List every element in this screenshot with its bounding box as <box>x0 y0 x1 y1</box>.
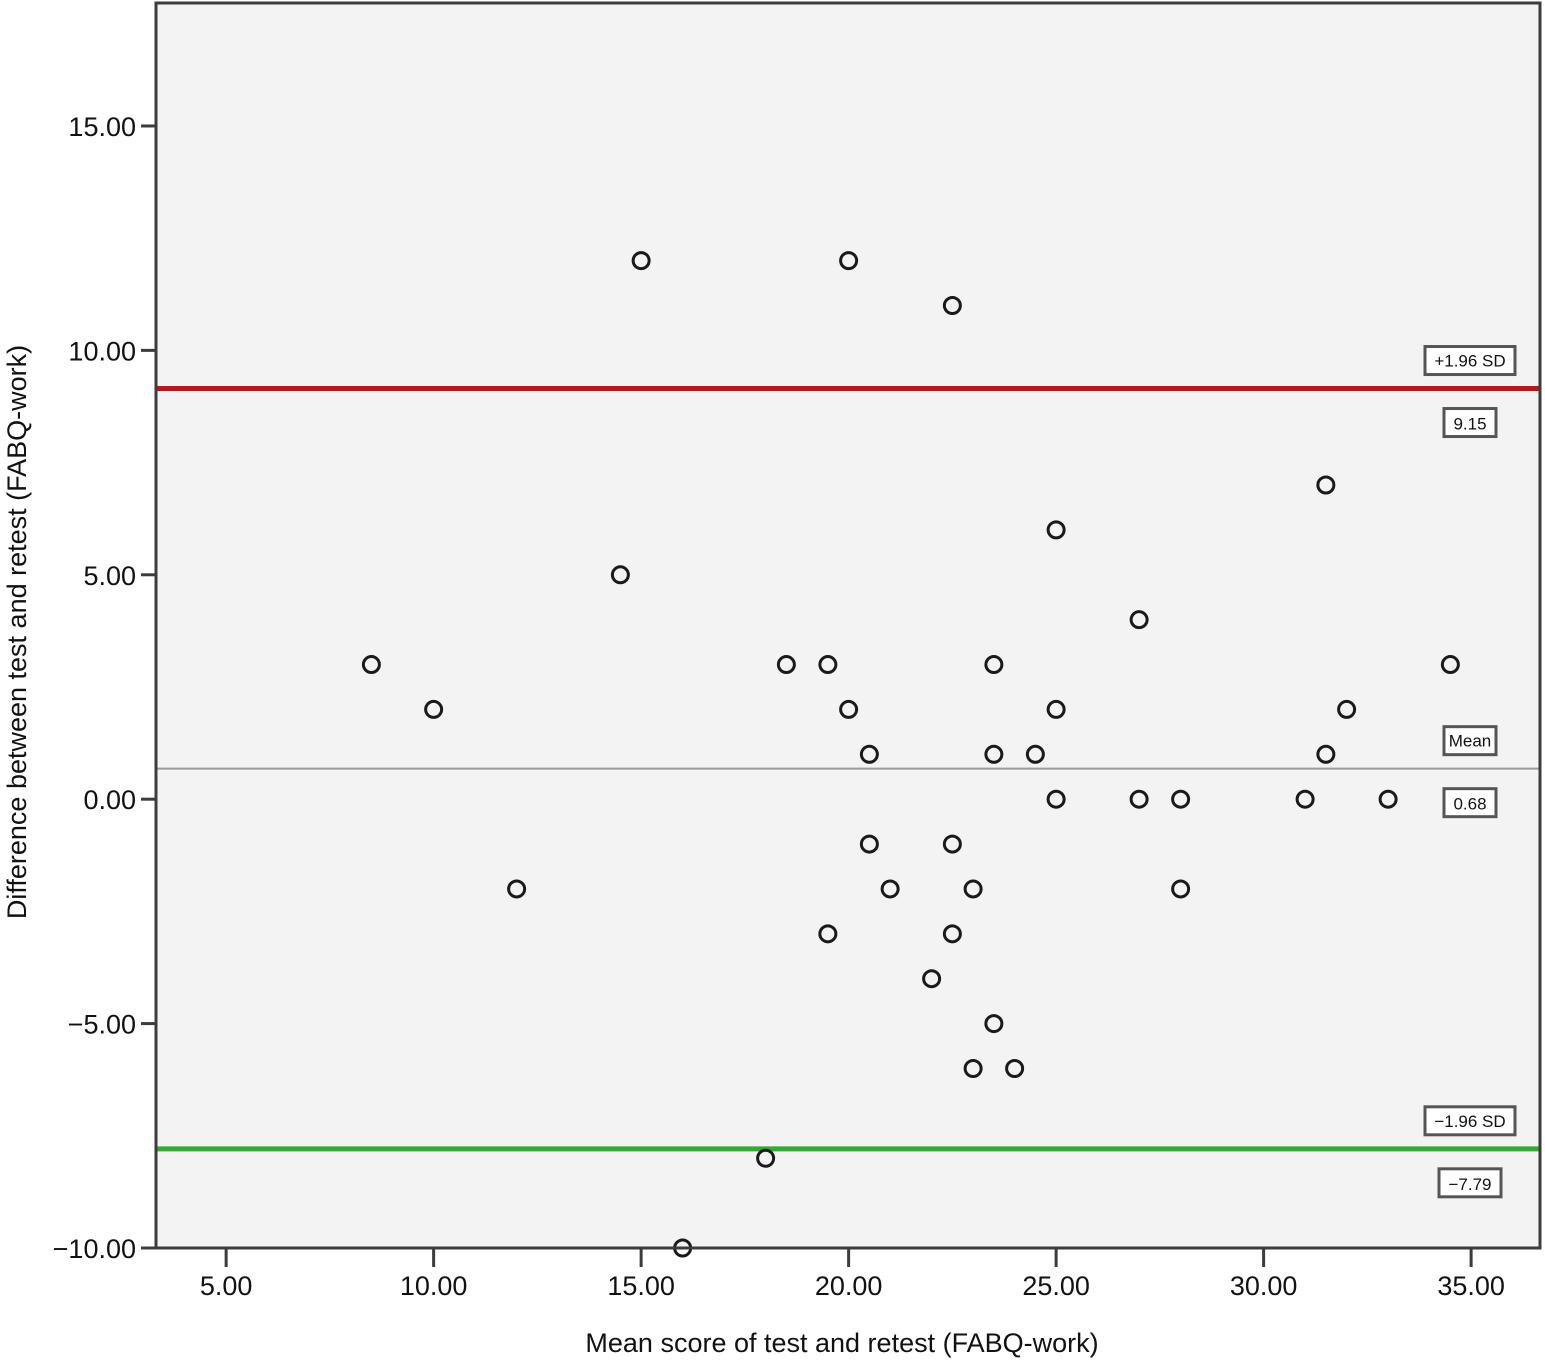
data-point <box>1316 744 1336 764</box>
data-point <box>631 251 651 271</box>
data-point <box>984 744 1004 764</box>
data-point <box>859 834 879 854</box>
x-axis: 5.00 10.00 15.00 20.00 25.00 30.00 35.00 <box>200 1248 1505 1301</box>
data-point <box>756 1148 776 1168</box>
plot-area <box>156 3 1540 1248</box>
y-tick-label: 10.00 <box>68 336 136 366</box>
data-point <box>361 655 381 675</box>
data-point <box>1025 744 1045 764</box>
data-point <box>1046 789 1066 809</box>
y-axis: −10.00 −5.00 0.00 5.00 10.00 15.00 <box>53 112 156 1264</box>
reference-line-labels: +1.96 SD 9.15 Mean 0.68 −1.96 SD −7.79 <box>1423 345 1517 1199</box>
mean-label: Mean <box>1449 732 1492 751</box>
y-tick-label: −10.00 <box>53 1234 136 1264</box>
y-tick-label: −5.00 <box>68 1010 136 1040</box>
x-tick-label: 10.00 <box>400 1271 468 1301</box>
x-axis-title: Mean score of test and retest (FABQ-work… <box>585 1328 1098 1358</box>
upper-limit-label-box <box>1423 345 1517 377</box>
data-point <box>1171 789 1191 809</box>
data-point <box>942 295 962 315</box>
data-point <box>984 1014 1004 1034</box>
data-point <box>963 1058 983 1078</box>
data-point <box>507 879 527 899</box>
data-point <box>1171 879 1191 899</box>
data-point <box>424 699 444 719</box>
data-point <box>610 565 630 585</box>
data-point <box>942 924 962 944</box>
data-point <box>942 834 962 854</box>
data-point <box>776 655 796 675</box>
x-tick-label: 5.00 <box>200 1271 253 1301</box>
data-point <box>1046 699 1066 719</box>
data-point <box>922 969 942 989</box>
data-points <box>361 251 1460 1258</box>
data-point <box>818 655 838 675</box>
data-point <box>1005 1058 1025 1078</box>
data-point <box>1440 655 1460 675</box>
data-point <box>1316 475 1336 495</box>
reference-lines <box>156 386 1540 1152</box>
upper-limit-value: 9.15 <box>1453 415 1486 434</box>
data-point <box>1295 789 1315 809</box>
x-tick-label: 20.00 <box>815 1271 883 1301</box>
x-tick-label: 30.00 <box>1230 1271 1298 1301</box>
data-point <box>839 251 859 271</box>
mean-label-box <box>1442 725 1498 757</box>
upper-limit-value-box <box>1442 407 1498 439</box>
mean-value-box <box>1442 787 1498 819</box>
lower-limit-label-box <box>1423 1105 1517 1137</box>
data-point <box>1378 789 1398 809</box>
lower-limit-value-box <box>1437 1167 1503 1199</box>
y-tick-label: 15.00 <box>68 112 136 142</box>
lower-limit-value: −7.79 <box>1448 1175 1491 1194</box>
data-point <box>984 655 1004 675</box>
data-point <box>839 699 859 719</box>
data-point <box>1337 699 1357 719</box>
y-tick-label: 0.00 <box>83 785 136 815</box>
data-point <box>1046 520 1066 540</box>
lower-limit-label: −1.96 SD <box>1434 1112 1505 1131</box>
data-point <box>880 879 900 899</box>
x-tick-label: 35.00 <box>1437 1271 1505 1301</box>
mean-value: 0.68 <box>1453 795 1486 814</box>
y-tick-label: 5.00 <box>83 561 136 591</box>
data-point <box>1129 610 1149 630</box>
upper-limit-label: +1.96 SD <box>1434 352 1505 371</box>
data-point <box>1129 789 1149 809</box>
data-point <box>818 924 838 944</box>
data-point <box>859 744 879 764</box>
data-point <box>963 879 983 899</box>
x-tick-label: 15.00 <box>607 1271 675 1301</box>
y-axis-title: Difference between test and retest (FABQ… <box>2 345 32 919</box>
x-tick-label: 25.00 <box>1022 1271 1090 1301</box>
